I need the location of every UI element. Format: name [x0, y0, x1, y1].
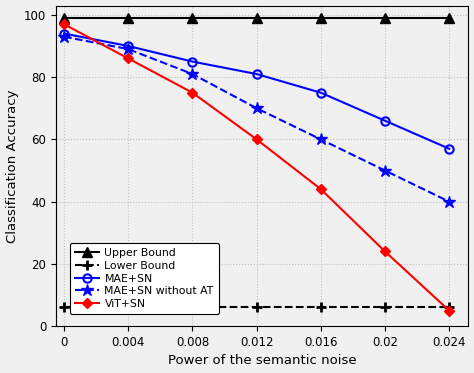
Upper Bound [318, 16, 324, 20]
MAE+SN [318, 91, 324, 95]
Lower Bound [254, 305, 259, 310]
Upper Bound [190, 16, 195, 20]
Legend: Upper Bound, Lower Bound, MAE+SN, MAE+SN without AT, ViT+SN: Upper Bound, Lower Bound, MAE+SN, MAE+SN… [70, 243, 219, 314]
ViT+SN [190, 91, 195, 95]
Lower Bound [126, 305, 131, 310]
X-axis label: Power of the semantic noise: Power of the semantic noise [168, 354, 356, 367]
Upper Bound [382, 16, 388, 20]
MAE+SN [61, 31, 67, 36]
Line: MAE+SN: MAE+SN [60, 29, 453, 153]
ViT+SN [318, 187, 324, 191]
MAE+SN [190, 59, 195, 64]
Line: ViT+SN: ViT+SN [60, 21, 453, 314]
ViT+SN [254, 137, 259, 142]
Upper Bound [126, 16, 131, 20]
Lower Bound [190, 305, 195, 310]
MAE+SN without AT [126, 47, 131, 51]
MAE+SN [254, 72, 259, 76]
MAE+SN without AT [382, 168, 388, 173]
Line: Lower Bound: Lower Bound [59, 303, 454, 312]
Upper Bound [447, 16, 452, 20]
Line: Upper Bound: Upper Bound [59, 13, 454, 23]
MAE+SN without AT [318, 137, 324, 142]
ViT+SN [61, 22, 67, 26]
ViT+SN [126, 56, 131, 61]
MAE+SN without AT [447, 200, 452, 204]
Y-axis label: Classification Accuracy: Classification Accuracy [6, 89, 18, 242]
Upper Bound [61, 16, 67, 20]
Upper Bound [254, 16, 259, 20]
Lower Bound [447, 305, 452, 310]
ViT+SN [447, 308, 452, 313]
MAE+SN [382, 119, 388, 123]
Lower Bound [318, 305, 324, 310]
MAE+SN [126, 44, 131, 48]
ViT+SN [382, 249, 388, 254]
MAE+SN without AT [61, 34, 67, 39]
Lower Bound [382, 305, 388, 310]
MAE+SN without AT [190, 72, 195, 76]
MAE+SN without AT [254, 106, 259, 110]
Line: MAE+SN without AT: MAE+SN without AT [58, 31, 456, 208]
Lower Bound [61, 305, 67, 310]
MAE+SN [447, 147, 452, 151]
